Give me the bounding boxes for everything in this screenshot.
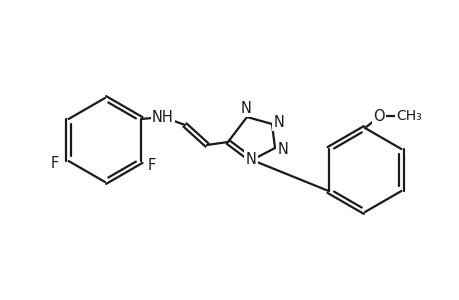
Text: CH₃: CH₃ bbox=[395, 109, 421, 123]
Text: NH: NH bbox=[152, 110, 174, 124]
Text: N: N bbox=[240, 100, 251, 116]
Text: N: N bbox=[277, 142, 288, 157]
Text: O: O bbox=[372, 109, 384, 124]
Text: F: F bbox=[147, 158, 155, 172]
Text: N: N bbox=[245, 152, 256, 166]
Text: N: N bbox=[273, 115, 284, 130]
Text: F: F bbox=[50, 155, 59, 170]
